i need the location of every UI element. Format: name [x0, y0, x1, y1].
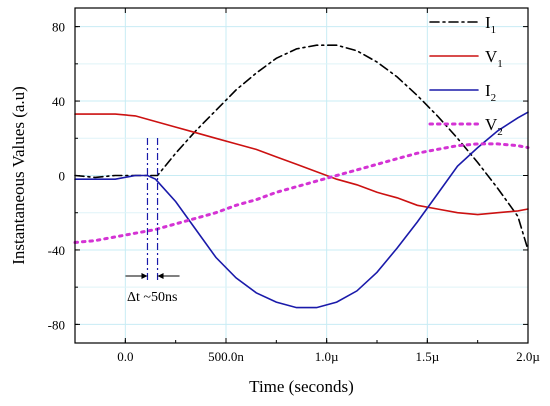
- legend-label: I: [485, 13, 491, 32]
- y-axis-title: Instantaneous Values (a.u): [9, 86, 28, 265]
- series-line-i2: [74, 111, 529, 309]
- legend-entry: I1: [485, 13, 496, 36]
- x-tick-label: 0.0: [117, 349, 133, 364]
- series-line-i1: [74, 44, 529, 251]
- series-line-v1: [74, 113, 529, 216]
- y-tick-label: 0: [59, 169, 66, 184]
- legend-subscript: 1: [497, 58, 503, 70]
- axis-ticks: [74, 8, 529, 343]
- legend-entry: I2: [485, 81, 496, 104]
- series-line-v2: [73, 142, 530, 244]
- legend-entry: V2: [485, 115, 503, 138]
- x-axis-title: Time (seconds): [249, 377, 354, 396]
- x-tick-label: 2.0µ: [516, 349, 540, 364]
- y-tick-label: 40: [52, 94, 65, 109]
- y-tick-label: 80: [52, 20, 65, 35]
- x-tick-label: 1.0µ: [315, 349, 339, 364]
- legend-label: V: [485, 47, 498, 66]
- legend-entry: V1: [485, 47, 503, 70]
- series-layer: [73, 44, 530, 309]
- y-tick-label: -80: [48, 317, 65, 332]
- delta-t-label: Δt ~50ns: [127, 290, 177, 305]
- legend-subscript: 1: [491, 24, 497, 36]
- legend-subscript: 2: [491, 92, 497, 104]
- delta-t-annotation: Δt ~50ns: [125, 138, 180, 305]
- x-tick-label: 500.0n: [208, 349, 244, 364]
- x-tick-label: 1.5µ: [415, 349, 439, 364]
- legend-label: I: [485, 81, 491, 100]
- tick-labels: 0.0 500.0n 1.0µ 1.5µ 2.0µ 80 40 0 -40 -80: [48, 20, 541, 364]
- delta-t-arrowhead-left: [141, 273, 148, 279]
- legend-label: V: [485, 115, 498, 134]
- legend-subscript: 2: [497, 126, 503, 138]
- y-tick-label: -40: [48, 243, 65, 258]
- delta-t-arrowhead-right: [157, 273, 164, 279]
